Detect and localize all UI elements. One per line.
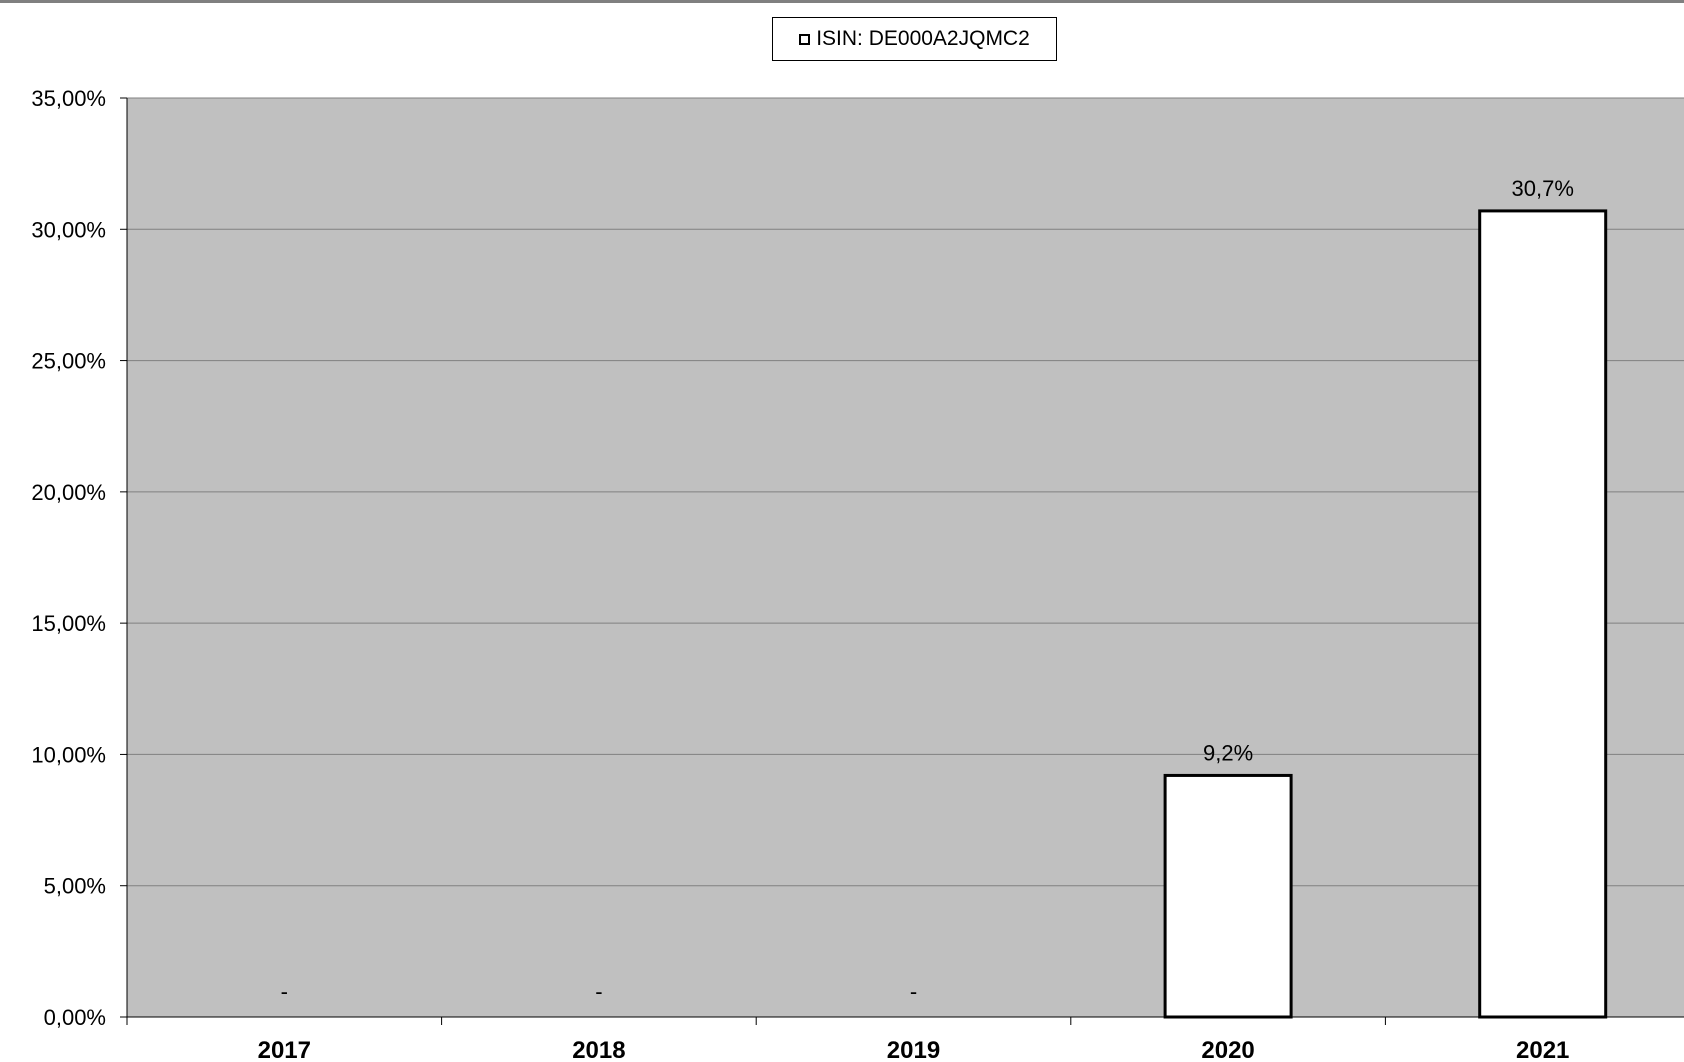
y-tick-label: 5,00%: [44, 874, 106, 899]
y-tick-label: 10,00%: [31, 742, 106, 767]
plot-area: [127, 98, 1684, 1017]
legend-swatch: [799, 33, 811, 45]
x-tick-label: 2017: [258, 1037, 311, 1062]
x-tick-label: 2019: [887, 1037, 940, 1062]
x-tick-label: 2020: [1201, 1037, 1254, 1062]
data-label: 30,7%: [1512, 176, 1574, 201]
y-tick-label: 35,00%: [31, 86, 106, 111]
x-tick-label: 2018: [572, 1037, 625, 1062]
data-label: -: [910, 979, 917, 1004]
legend-label: ISIN: DE000A2JQMC2: [816, 27, 1030, 50]
x-tick-label: 2021: [1516, 1037, 1569, 1062]
chart-legend: ISIN: DE000A2JQMC2: [772, 17, 1057, 61]
y-tick-label: 25,00%: [31, 349, 106, 374]
y-tick-label: 30,00%: [31, 217, 106, 242]
top-border-rule: [0, 0, 1684, 3]
y-tick-label: 20,00%: [31, 480, 106, 505]
data-label: -: [595, 979, 602, 1004]
y-tick-label: 0,00%: [44, 1005, 106, 1030]
bar: [1478, 209, 1608, 1019]
data-label: 9,2%: [1203, 740, 1253, 765]
bar: [1163, 773, 1293, 1019]
y-tick-label: 15,00%: [31, 611, 106, 636]
data-label: -: [281, 979, 288, 1004]
